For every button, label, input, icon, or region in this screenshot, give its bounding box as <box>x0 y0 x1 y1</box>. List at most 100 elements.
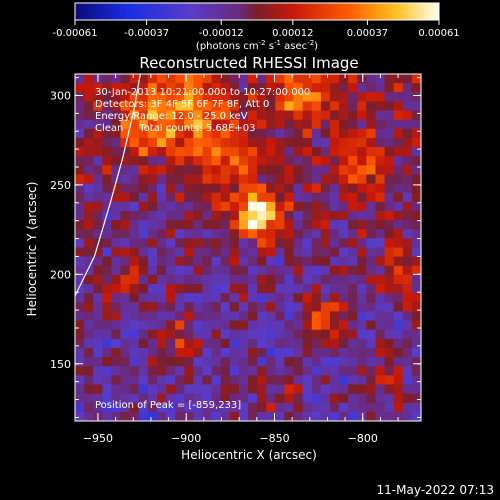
heatmap-cell <box>184 411 194 421</box>
heatmap-cell <box>284 329 295 340</box>
heatmap-cell <box>138 165 149 176</box>
heatmap-cell <box>284 284 295 294</box>
heatmap-cell <box>284 156 295 166</box>
heatmap-cell <box>84 274 94 285</box>
heatmap-cell <box>138 210 149 221</box>
heatmap-cell <box>175 375 185 386</box>
heatmap-cell <box>348 402 358 413</box>
heatmap-cell <box>375 302 386 313</box>
heatmap-cell <box>329 402 340 413</box>
heatmap-cell <box>275 320 286 331</box>
heatmap-cell <box>120 366 131 376</box>
heatmap-cell <box>120 156 131 166</box>
heatmap-cell <box>329 293 340 303</box>
heatmap-cell <box>102 137 113 148</box>
heatmap-cell <box>129 302 140 313</box>
heatmap-cell <box>411 357 421 367</box>
heatmap-cell <box>275 210 286 221</box>
heatmap-cell <box>348 147 358 157</box>
heatmap-cell <box>411 147 421 157</box>
heatmap-cell <box>375 119 386 130</box>
heatmap-cell <box>120 284 131 294</box>
heatmap-cell <box>402 101 413 112</box>
heatmap-cell <box>211 165 222 176</box>
heatmap-cell <box>111 284 122 294</box>
heatmap-cell <box>329 265 340 276</box>
heatmap-cell <box>284 229 295 239</box>
heatmap-cell <box>211 402 222 413</box>
heatmap-cell <box>275 247 286 258</box>
heatmap-cell <box>111 183 122 194</box>
heatmap-cell <box>102 411 113 421</box>
heatmap-cell <box>102 92 113 102</box>
heatmap-cell <box>120 101 131 112</box>
heatmap-cell <box>357 174 367 185</box>
heatmap-cell <box>311 165 322 176</box>
heatmap-cell <box>311 92 322 102</box>
heatmap-cell <box>384 366 395 376</box>
heatmap-cell <box>220 366 231 376</box>
heatmap-cell <box>248 192 258 203</box>
heatmap-cell <box>329 156 340 166</box>
heatmap-cell <box>193 256 204 267</box>
heatmap-cell <box>302 210 313 221</box>
heatmap-cell <box>384 119 395 130</box>
heatmap-cell <box>166 411 176 421</box>
heatmap-cell <box>348 265 358 276</box>
heatmap-cell <box>84 128 94 139</box>
heatmap-cell <box>211 274 222 285</box>
heatmap-cell <box>193 366 204 376</box>
heatmap-cell <box>111 347 122 358</box>
heatmap-cell <box>311 329 322 340</box>
heatmap-cell <box>311 338 322 349</box>
colorbar-unit-label: (photons cm-2 s-1 asec-2) <box>196 39 318 52</box>
heatmap-cell <box>84 210 94 221</box>
heatmap-cell <box>257 183 267 194</box>
heatmap-cell <box>93 183 103 194</box>
heatmap-cell <box>284 220 295 230</box>
heatmap-cell <box>238 329 249 340</box>
heatmap-cell <box>311 293 322 303</box>
heatmap-cell <box>120 302 131 313</box>
heatmap-cell <box>156 320 167 331</box>
heatmap-cell <box>111 357 122 367</box>
heatmap-cell <box>339 284 349 294</box>
heatmap-cell <box>120 329 131 340</box>
heatmap-cell <box>284 110 295 121</box>
heatmap-cell <box>393 393 404 404</box>
heatmap-cell <box>229 274 240 285</box>
heatmap-cell <box>211 83 222 93</box>
heatmap-cell <box>357 137 367 148</box>
heatmap-cell <box>238 265 249 276</box>
heatmap-cell <box>257 192 267 203</box>
heatmap-cell <box>293 174 304 185</box>
heatmap-cell <box>184 329 194 340</box>
heatmap-cell <box>375 110 386 121</box>
heatmap-cell <box>311 83 322 93</box>
heatmap-cell <box>257 229 267 239</box>
heatmap-cell <box>266 384 276 395</box>
heatmap-cell <box>184 338 194 349</box>
heatmap-cell <box>311 137 322 148</box>
heatmap-cell <box>175 165 185 176</box>
heatmap-cell <box>202 110 213 121</box>
heatmap-cell <box>302 137 313 148</box>
heatmap-cell <box>202 210 213 221</box>
heatmap-cell <box>320 402 331 413</box>
heatmap-cell <box>93 357 103 367</box>
heatmap-cell <box>402 265 413 276</box>
heatmap-cell <box>75 147 85 157</box>
heatmap-cell <box>284 147 295 157</box>
heatmap-cell <box>202 375 213 386</box>
heatmap-cell <box>147 375 158 386</box>
heatmap-cell <box>357 128 367 139</box>
heatmap-cell <box>211 110 222 121</box>
heatmap-cell <box>366 92 377 102</box>
heatmap-cell <box>384 284 395 294</box>
heatmap-cell <box>393 375 404 386</box>
heatmap-cell <box>384 229 395 239</box>
heatmap-cell <box>102 293 113 303</box>
heatmap-cell <box>411 101 421 112</box>
heatmap-cell <box>120 402 131 413</box>
heatmap-cell <box>129 183 140 194</box>
